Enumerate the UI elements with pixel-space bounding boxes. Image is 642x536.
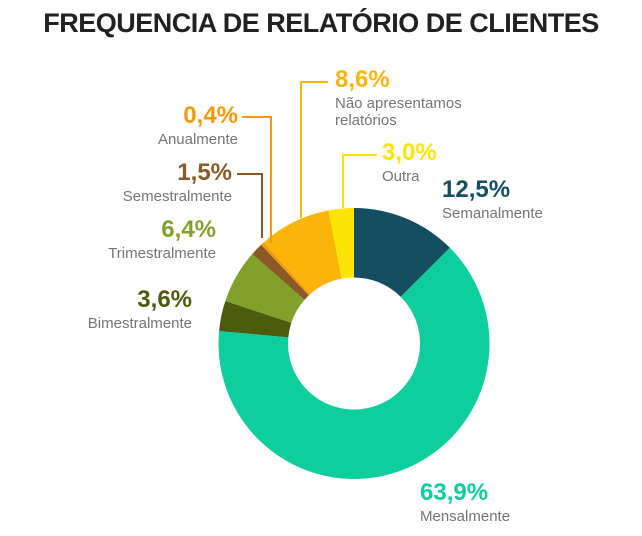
callout-anualmente-value: 0,4% [183, 102, 238, 129]
donut-segment-trimestralmente[interactable] [225, 253, 305, 323]
donut-segment-mensalmente[interactable] [218, 247, 490, 479]
callout-bimestralmente: 3,6% Bimestralmente [88, 288, 192, 333]
donut-segment-semanalmente[interactable] [354, 208, 450, 297]
leader-line-outra [342, 154, 377, 208]
callout-bimestralmente-label: Bimestralmente [87, 315, 192, 332]
callout-outra-label: Outra [382, 168, 420, 185]
donut-segment-bimestralmente[interactable] [219, 300, 292, 338]
callout-bimestralmente-value: 3,6% [137, 286, 192, 313]
leader-line-anualmente [242, 116, 272, 243]
donut-segment-anualmente[interactable] [261, 242, 311, 296]
callout-mensalmente-label: Mensalmente [420, 508, 511, 525]
callout-trimestralmente-label: Trimestralmente [108, 245, 216, 262]
callout-mensalmente: 63,9% Mensalmente [420, 481, 510, 526]
callout-nao-apresentamos-label: Não apresentamos relatórios [335, 95, 462, 129]
donut-segment-semestralmente[interactable] [252, 244, 309, 300]
callout-semanalmente-value: 12,5% [442, 176, 511, 203]
callout-outra: 3,0% Outra [382, 141, 437, 186]
callout-anualmente: 0,4% Anualmente [158, 104, 238, 149]
leader-line-nao-apresentamos [300, 81, 328, 218]
donut-segment-outra[interactable] [328, 208, 354, 279]
callout-outra-value: 3,0% [382, 139, 437, 166]
callout-anualmente-label: Anualmente [157, 131, 238, 148]
callout-trimestralmente: 6,4% Trimestralmente [108, 218, 216, 263]
callout-semanalmente: 12,5% Semanalmente [442, 178, 543, 223]
callout-nao-apresentamos-value: 8,6% [335, 66, 390, 93]
callout-mensalmente-value: 63,9% [420, 479, 489, 506]
callout-semestralmente-value: 1,5% [177, 159, 232, 186]
chart-title: FREQUENCIA DE RELATÓRIO DE CLIENTES [43, 8, 599, 38]
callout-trimestralmente-value: 6,4% [161, 216, 216, 243]
callout-semestralmente-label: Semestralmente [122, 188, 232, 205]
callout-semestralmente: 1,5% Semestralmente [123, 161, 232, 206]
callout-semanalmente-label: Semanalmente [442, 205, 543, 222]
donut-segment-nao-apresentamos-relatorios[interactable] [263, 210, 342, 295]
leader-line-semestralmente [237, 173, 263, 238]
callout-nao-apresentamos: 8,6% Não apresentamos relatórios [335, 68, 485, 129]
